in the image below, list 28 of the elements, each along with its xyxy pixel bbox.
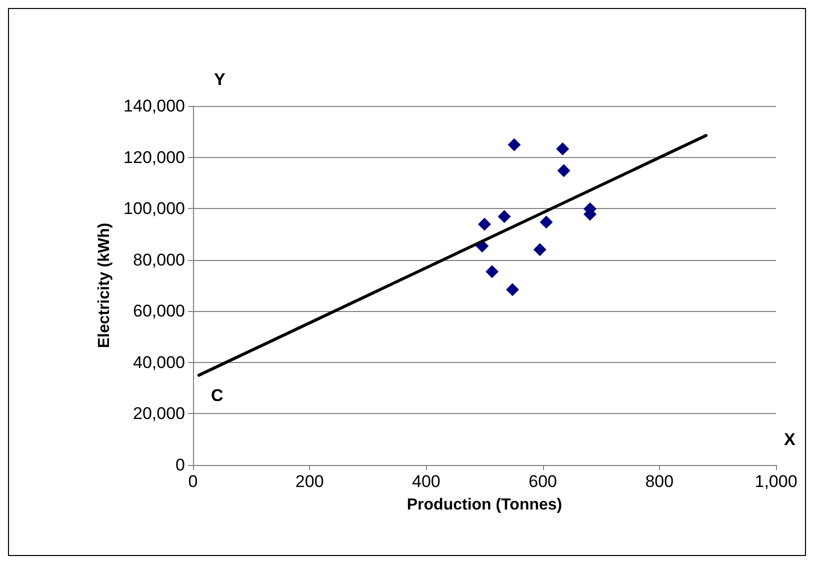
point: [508, 138, 521, 152]
point: [556, 142, 570, 156]
x-axis-title: Production (Tonnes): [406, 496, 562, 514]
x-tick-label: 600: [528, 472, 557, 491]
point: [506, 283, 519, 296]
y-tick-label: 0: [176, 456, 185, 474]
y-tick-label: 40,000: [133, 352, 185, 372]
point: [533, 243, 546, 256]
point: [540, 216, 553, 229]
point: [557, 164, 570, 178]
x-tick-label: 200: [295, 472, 324, 491]
point: [486, 265, 499, 278]
x-tick-label: 400: [412, 472, 440, 491]
y-tick-label: 120,000: [124, 148, 185, 167]
x-tick-label: 1,000: [754, 472, 798, 491]
y-tick-label: 60,000: [133, 302, 185, 321]
y-tick-label: 140,000: [124, 96, 185, 116]
x-tick-label: 0: [188, 472, 198, 491]
point: [498, 210, 511, 224]
point: [478, 218, 491, 231]
y-tick-label: 100,000: [124, 199, 185, 218]
annotation: C: [211, 386, 224, 405]
x-tick-label: 800: [645, 472, 674, 491]
y-tick-label: 80,000: [133, 250, 185, 270]
y-tick-label: 20,000: [133, 404, 185, 424]
text: Y: [214, 70, 226, 89]
text: X: [784, 430, 796, 449]
y-axis-title: Electricity (kWh): [96, 222, 114, 348]
